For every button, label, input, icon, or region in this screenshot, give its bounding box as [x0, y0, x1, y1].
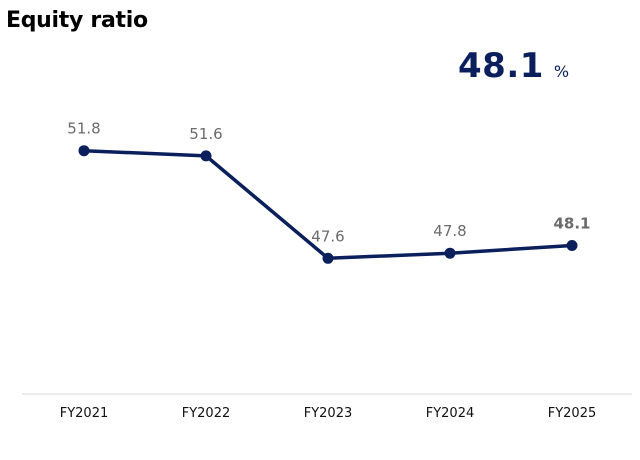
- headline-value: 48.1: [458, 46, 544, 86]
- data-label-fy2022: 51.6: [189, 125, 222, 143]
- data-point-fy2022: [200, 150, 212, 162]
- data-label-fy2024: 47.8: [433, 222, 466, 240]
- headline-unit: %: [553, 62, 570, 81]
- x-tick-labels: FY2021 FY2022 FY2023 FY2024 FY2025: [60, 406, 597, 421]
- headline-figure: 48.1 %: [458, 46, 569, 86]
- x-tick-label-fy2021: FY2021: [60, 406, 109, 421]
- data-labels: 51.8 51.6 47.6 47.8 48.1: [67, 120, 590, 246]
- data-point-fy2023: [322, 252, 334, 264]
- data-point-fy2024: [444, 247, 456, 259]
- series-points: [78, 145, 578, 264]
- x-tick-label-fy2025: FY2025: [548, 406, 597, 421]
- x-tick-label-fy2024: FY2024: [426, 406, 475, 421]
- data-label-fy2023: 47.6: [311, 227, 344, 245]
- data-point-fy2021: [78, 145, 90, 157]
- data-point-fy2025: [566, 240, 578, 251]
- chart-title: Equity ratio: [6, 8, 148, 33]
- data-label-fy2025: 48.1: [553, 215, 590, 233]
- x-tick-label-fy2023: FY2023: [304, 406, 353, 421]
- data-label-fy2021: 51.8: [67, 120, 100, 138]
- x-tick-label-fy2022: FY2022: [182, 406, 231, 421]
